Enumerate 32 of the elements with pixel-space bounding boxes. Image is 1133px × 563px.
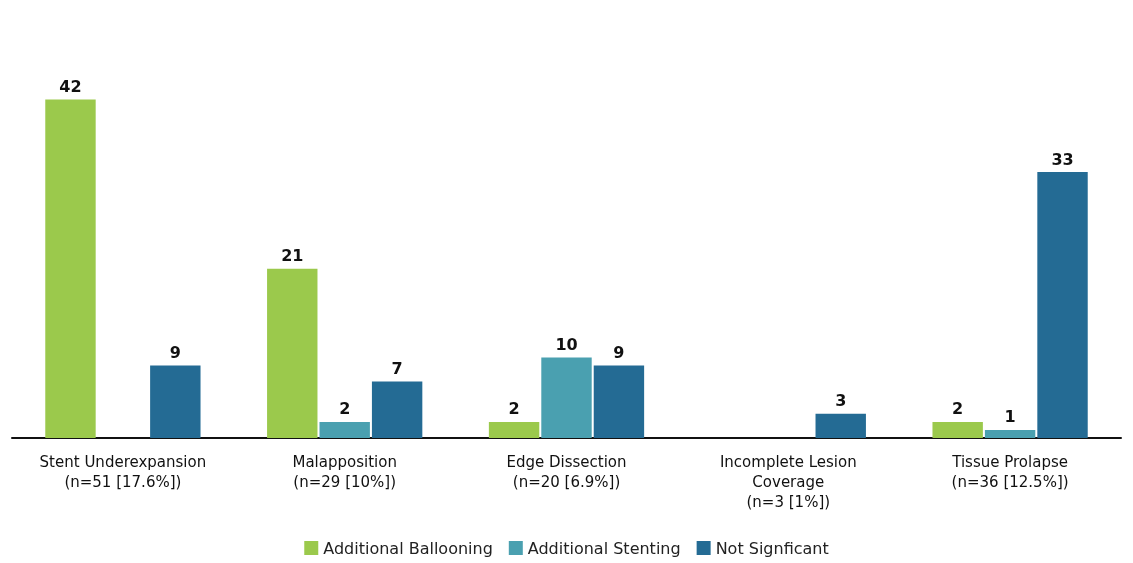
data-label: 2	[508, 399, 520, 419]
data-label: 10	[555, 334, 578, 354]
x-tick-label: Incomplete Lesion Coverage (n=3 [1%])	[719, 453, 857, 511]
data-label: 9	[169, 342, 181, 362]
data-label: 21	[281, 246, 304, 266]
data-label: 9	[613, 342, 625, 362]
x-tick-label: Tissue Prolapse (n=36 [12.5%])	[951, 453, 1069, 491]
legend-label: Additional Ballooning	[323, 538, 493, 558]
bar	[45, 99, 96, 438]
bar	[150, 365, 201, 438]
bar	[319, 421, 370, 438]
bar	[488, 421, 540, 438]
bar	[815, 413, 866, 438]
bar	[1037, 172, 1088, 438]
legend-label: Additional Stenting	[527, 538, 681, 558]
legend-label: Not Signficant	[715, 538, 829, 558]
data-label: 2	[952, 399, 964, 419]
bar	[541, 357, 592, 438]
bar	[267, 268, 318, 438]
data-label: 7	[391, 359, 403, 379]
data-label: 2	[339, 399, 351, 419]
x-tick-label: Stent Underexpansion (n=51 [17.6%])	[39, 453, 207, 491]
bar	[932, 421, 983, 438]
bar	[371, 381, 423, 438]
data-label: 3	[835, 391, 847, 411]
bar	[593, 365, 645, 438]
data-label: 1	[1004, 407, 1016, 427]
x-tick-label: Malapposition (n=29 [10%])	[292, 453, 397, 491]
bar	[984, 429, 1036, 438]
data-label: 42	[59, 76, 82, 96]
x-tick-label: Edge Dissection (n=20 [6.9%])	[506, 453, 627, 491]
data-label: 33	[1051, 149, 1074, 169]
